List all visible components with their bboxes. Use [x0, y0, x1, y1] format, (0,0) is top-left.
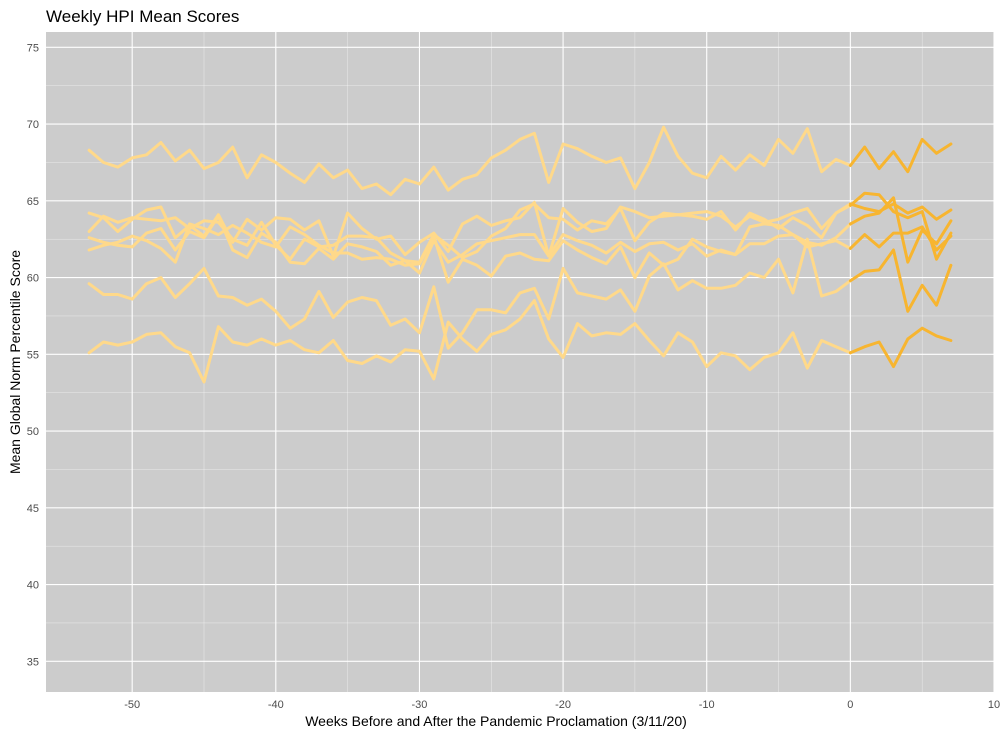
x-axis-ticks: -50 -40 -30 -20 -10 0 10	[124, 699, 1000, 711]
series-line-after-4	[848, 196, 953, 264]
x-tick-label: -20	[555, 699, 571, 711]
y-tick-label: 40	[27, 580, 39, 592]
y-tick-label: 70	[27, 119, 39, 131]
series-line-after-3	[848, 191, 953, 261]
series-line-after-7	[848, 326, 953, 369]
series-line-before-5	[87, 222, 852, 284]
y-tick-label: 35	[27, 656, 39, 668]
series-line-after-1	[848, 137, 953, 174]
x-tick-label: 10	[988, 699, 1000, 711]
chart-title: Weekly HPI Mean Scores	[46, 7, 239, 26]
y-tick-label: 55	[27, 349, 39, 361]
x-tick-label: -10	[699, 699, 715, 711]
series-line-before-6	[87, 237, 852, 350]
series-line-before-1	[87, 125, 852, 197]
y-axis-ticks: 35 40 45 50 55 60 65 70 75	[27, 42, 39, 668]
y-tick-label: 60	[27, 273, 39, 285]
series-line-after-5	[848, 225, 953, 252]
series-lines-after	[848, 137, 953, 369]
plot-background	[46, 32, 994, 692]
y-tick-label: 75	[27, 42, 39, 54]
series-line-after-2	[848, 202, 953, 221]
x-axis-title: Weeks Before and After the Pandemic Proc…	[305, 713, 687, 729]
series-line-after-6	[848, 248, 953, 313]
x-tick-label: 0	[847, 699, 853, 711]
x-tick-label: -50	[124, 699, 140, 711]
y-axis-title: Mean Global Norm Percentile Score	[7, 250, 23, 474]
series-line-before-7	[87, 299, 852, 384]
x-tick-label: -40	[268, 699, 284, 711]
x-tick-label: -30	[412, 699, 428, 711]
y-tick-label: 50	[27, 426, 39, 438]
y-tick-label: 65	[27, 196, 39, 208]
y-tick-label: 45	[27, 503, 39, 515]
series-lines-before	[87, 125, 852, 384]
